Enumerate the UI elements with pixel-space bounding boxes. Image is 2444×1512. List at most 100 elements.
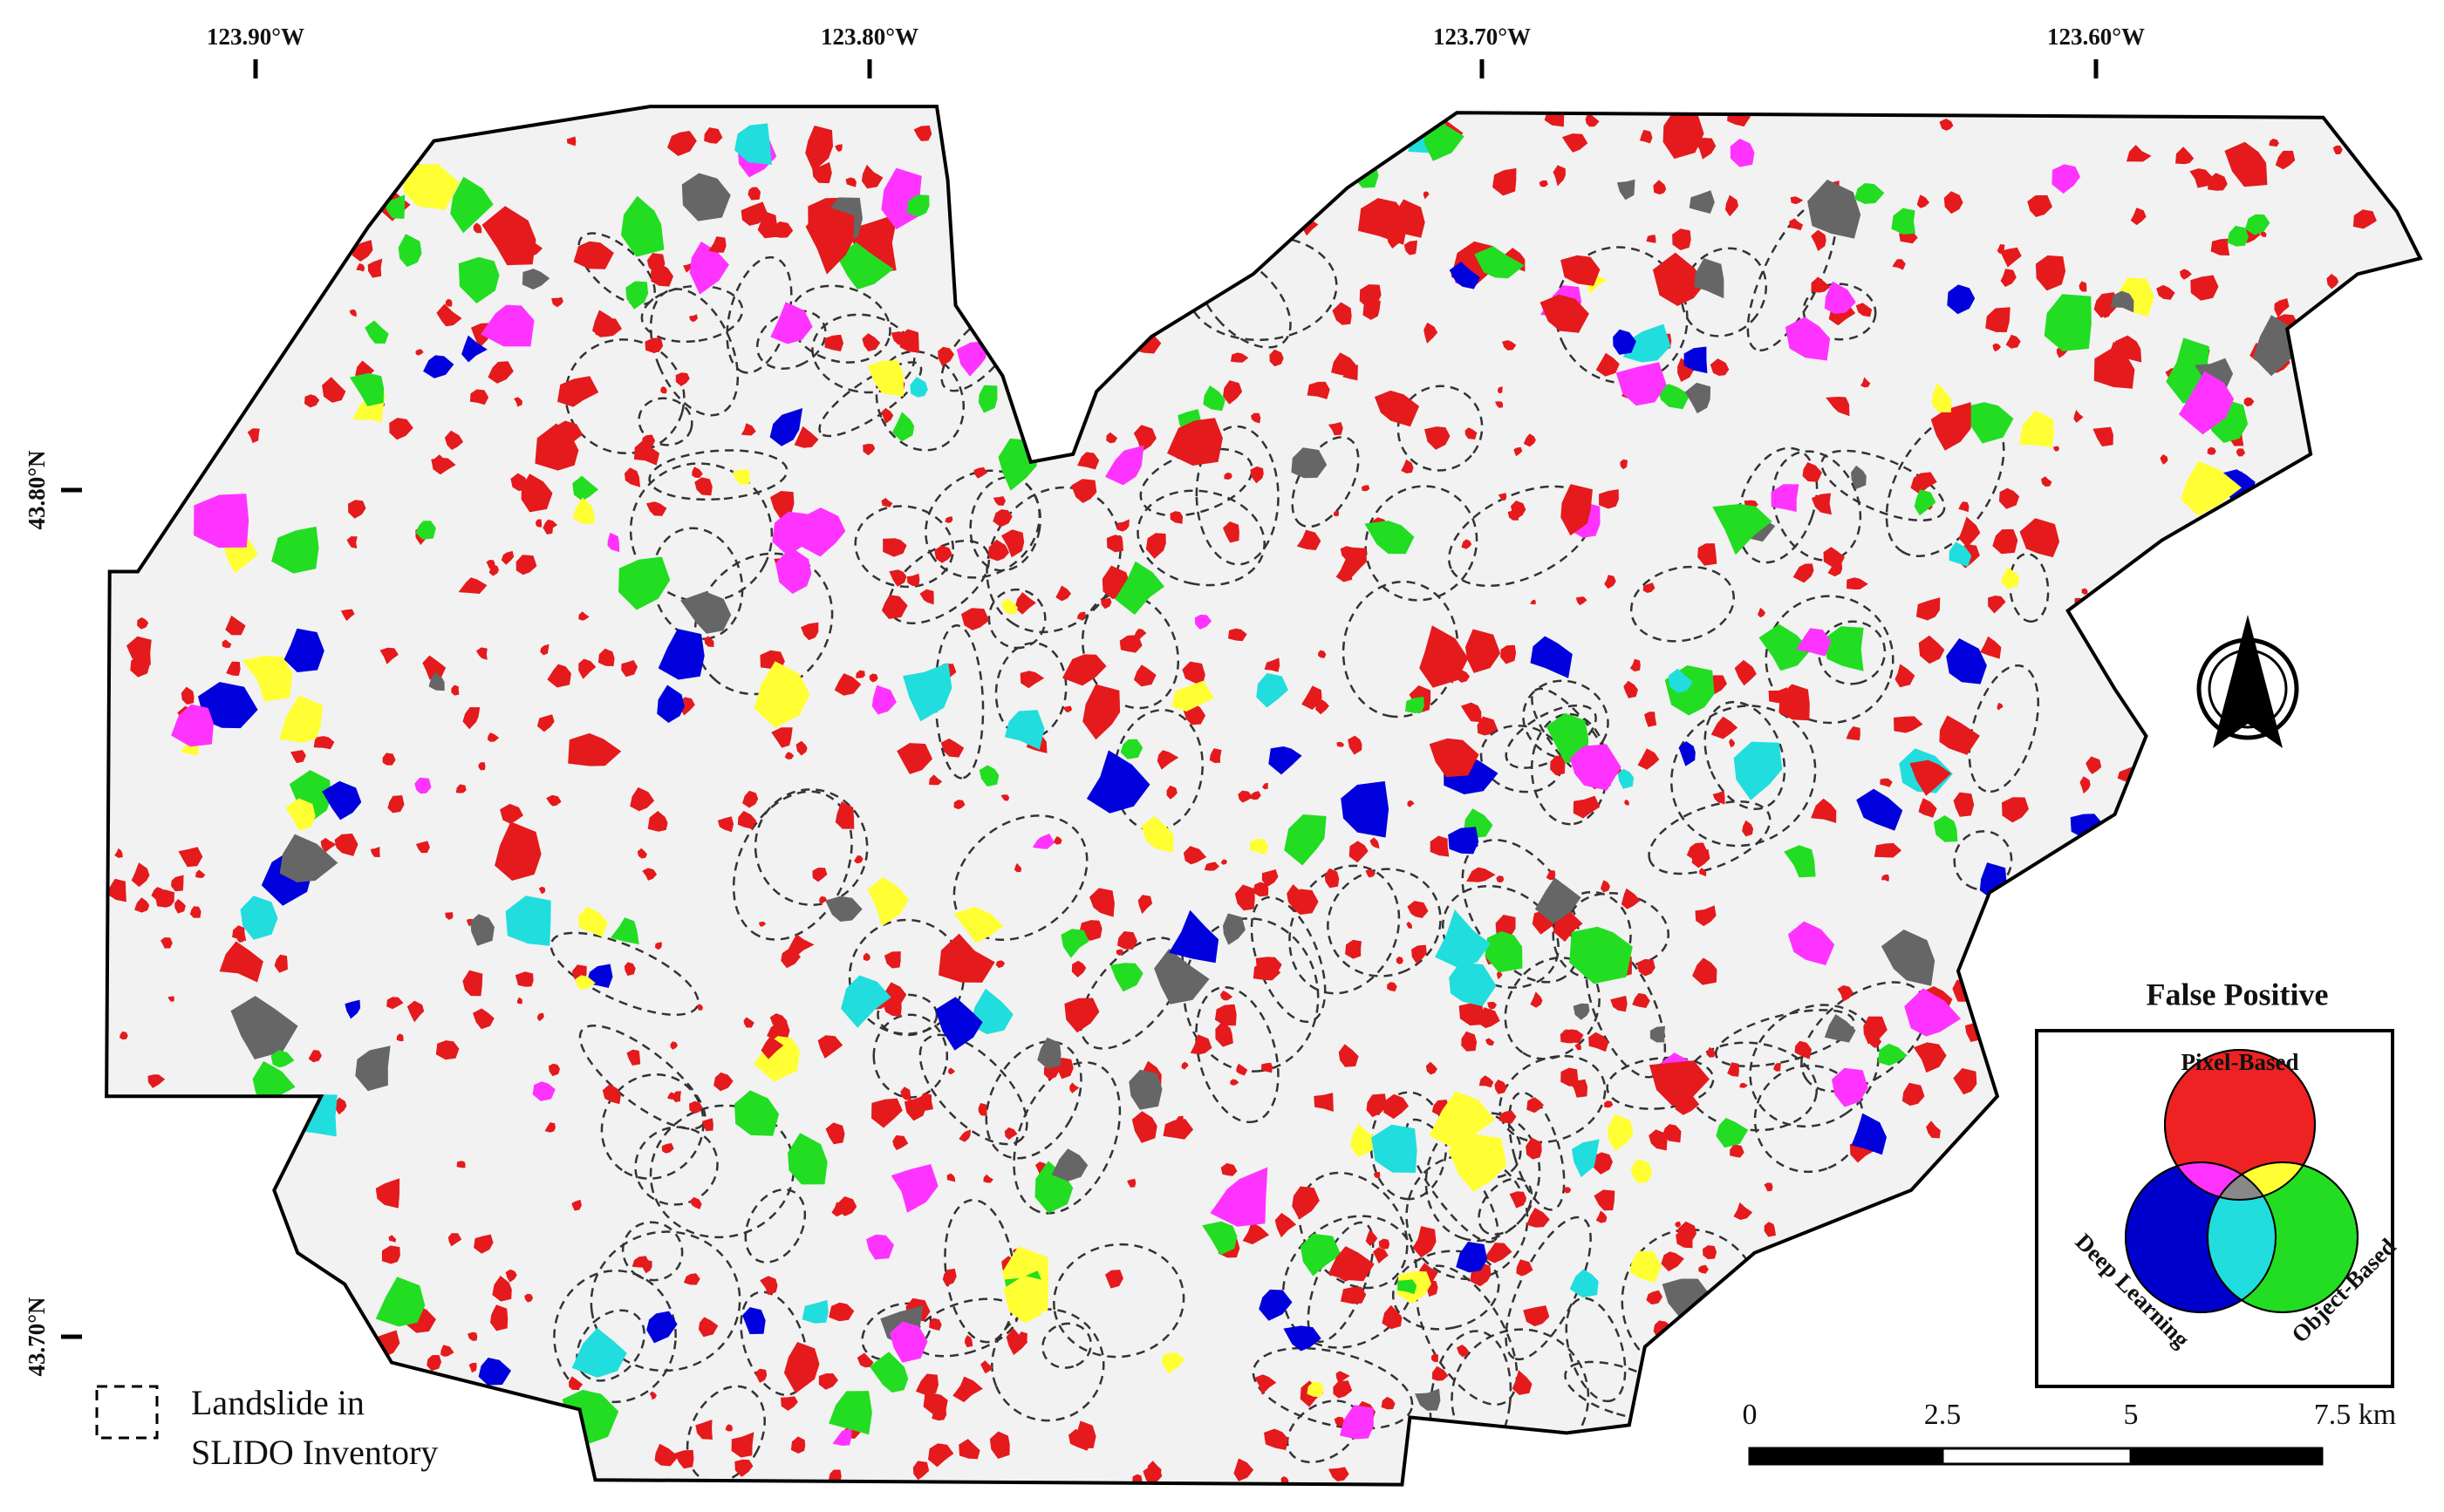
detection — [959, 1439, 980, 1460]
detection — [869, 673, 878, 683]
detection — [2110, 290, 2134, 313]
detection — [370, 847, 380, 857]
study-area-fill — [106, 106, 2420, 1485]
detection — [230, 996, 298, 1059]
legend-set: Pixel-Based — [2181, 1049, 2299, 1075]
detection — [689, 1100, 703, 1114]
detection — [1373, 1171, 1381, 1179]
inventory-outline — [1197, 252, 1292, 349]
detection — [271, 526, 319, 574]
detection — [891, 412, 915, 442]
detection — [903, 663, 952, 722]
detection — [1573, 795, 1601, 819]
detection — [1694, 258, 1724, 299]
detection — [625, 467, 640, 487]
detection — [2224, 141, 2268, 187]
detection — [1901, 1082, 1925, 1107]
detection — [1348, 735, 1362, 755]
detection — [569, 1376, 584, 1390]
detection — [1677, 1221, 1696, 1246]
detection — [1147, 1461, 1162, 1478]
detection — [1498, 1110, 1517, 1124]
detection — [178, 847, 203, 868]
detection — [621, 660, 638, 678]
detection — [1301, 685, 1322, 710]
detection — [657, 684, 685, 723]
detection — [1630, 1159, 1653, 1183]
detection — [1484, 1243, 1512, 1263]
detection — [1034, 1161, 1074, 1214]
detection — [1250, 466, 1264, 484]
detection — [1120, 739, 1143, 759]
inventory-outline — [2008, 552, 2050, 623]
detection — [978, 1103, 987, 1116]
detection — [919, 589, 934, 605]
detection — [398, 234, 422, 268]
detection — [2179, 371, 2235, 435]
detection — [853, 855, 864, 864]
detection — [1332, 302, 1352, 325]
detection — [536, 1012, 544, 1022]
detection — [1678, 741, 1696, 766]
detection — [1359, 284, 1382, 310]
lat-label: 43.80°N — [24, 450, 50, 530]
detection — [348, 500, 366, 519]
detection — [1512, 1370, 1533, 1395]
detection — [1712, 790, 1725, 805]
detection — [2108, 342, 2128, 364]
detection — [1070, 1420, 1096, 1448]
detection — [388, 1235, 397, 1243]
detection — [1131, 1111, 1157, 1143]
detection — [1710, 358, 1730, 376]
detection — [1530, 991, 1543, 1008]
detection — [1101, 597, 1112, 610]
inventory-outline — [918, 1033, 1028, 1146]
detection — [423, 355, 454, 378]
inventory-outline — [576, 1309, 645, 1382]
detection — [910, 377, 928, 398]
detection — [1692, 957, 1717, 985]
detection — [225, 615, 246, 636]
detection — [1899, 231, 1918, 244]
detection — [540, 644, 550, 656]
detection — [279, 834, 338, 882]
detection — [698, 1317, 719, 1338]
lon-label: 123.90°W — [207, 24, 304, 50]
detection — [1931, 383, 1952, 412]
detection — [795, 740, 808, 756]
detection — [189, 906, 201, 918]
detection — [387, 795, 405, 814]
inventory-outline — [925, 469, 1041, 579]
detection — [667, 131, 697, 156]
detection — [500, 803, 523, 824]
detection — [1242, 1222, 1270, 1245]
detection — [897, 743, 932, 774]
detection — [741, 423, 756, 436]
detection — [1851, 465, 1867, 490]
detection — [1787, 921, 1835, 965]
detection — [1435, 909, 1491, 968]
detection — [1116, 931, 1137, 950]
detection — [1166, 785, 1178, 800]
detection — [2260, 230, 2267, 237]
detection — [1333, 510, 1339, 517]
detection — [1509, 1191, 1527, 1209]
detection — [406, 1000, 425, 1023]
detection — [566, 136, 577, 146]
detection — [551, 296, 563, 308]
detection — [788, 934, 815, 957]
detection — [1623, 324, 1671, 363]
detection — [1051, 1148, 1089, 1182]
inventory-label: Landslide in — [191, 1383, 365, 1422]
detection — [444, 430, 464, 450]
detection — [1963, 402, 2014, 444]
inventory-outline — [1648, 800, 1772, 875]
detection — [1615, 362, 1667, 406]
inventory-outline — [991, 1308, 1105, 1422]
detection — [573, 241, 614, 269]
detection — [1457, 1345, 1469, 1358]
detection — [845, 177, 857, 187]
detection — [1569, 926, 1633, 984]
detection — [832, 1428, 852, 1446]
inventory-outline — [987, 588, 1047, 650]
